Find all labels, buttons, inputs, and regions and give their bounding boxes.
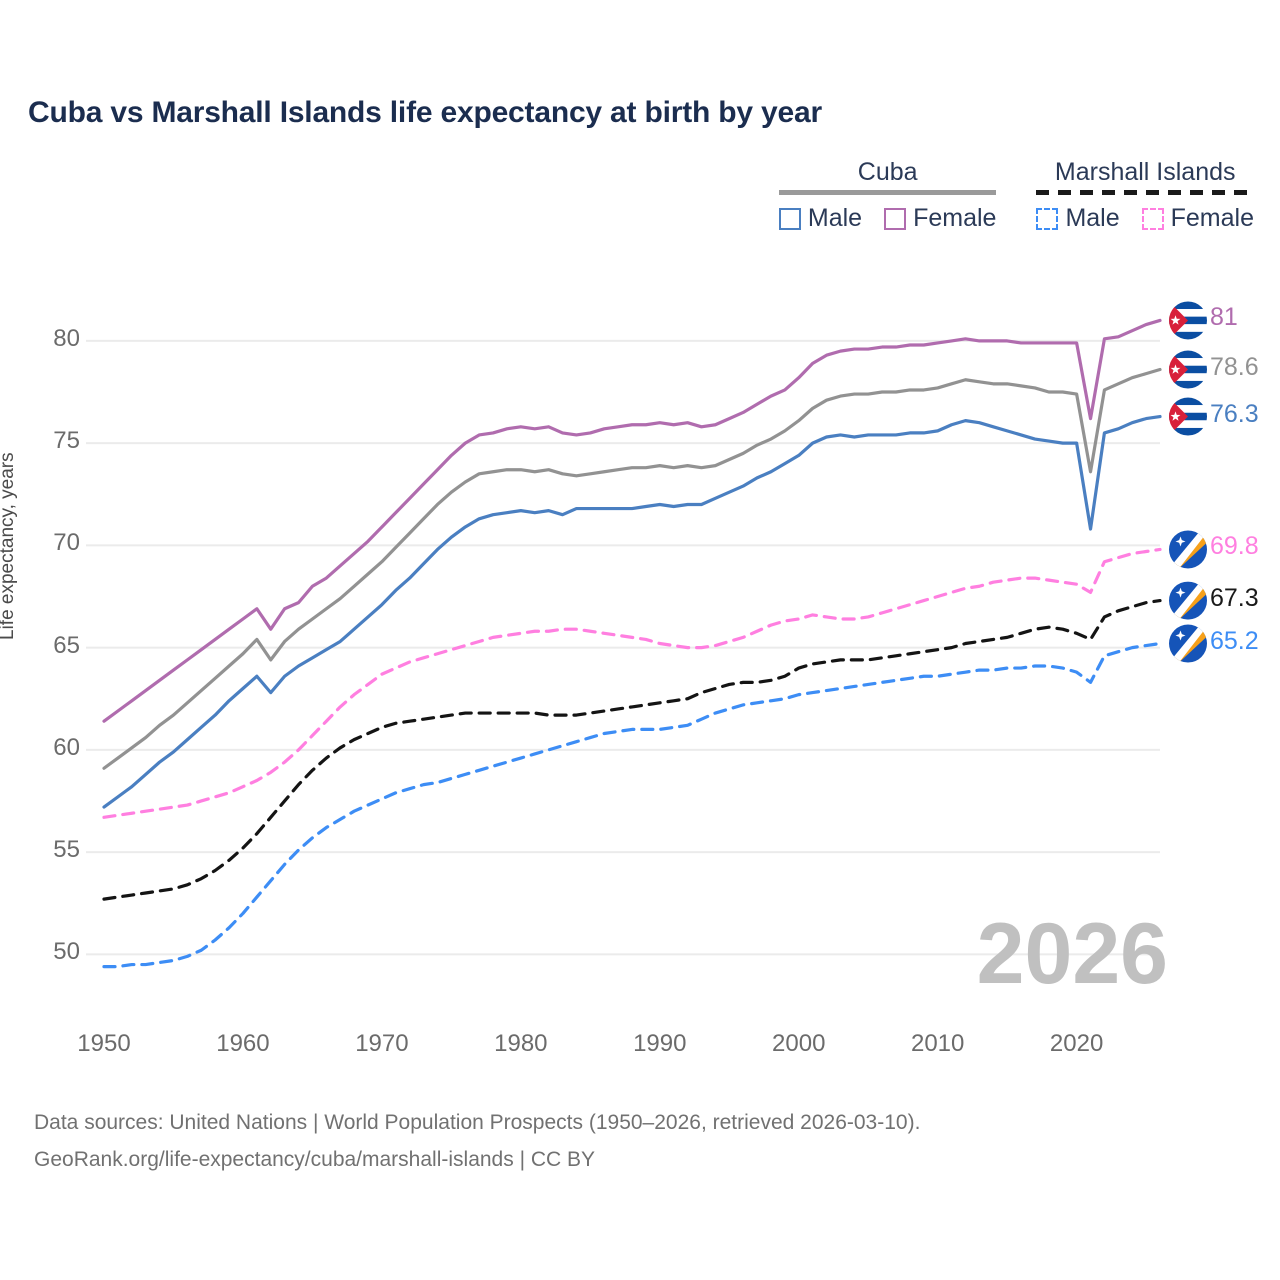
series-end-value: 67.3: [1210, 583, 1259, 612]
legend-rule-marshall-islands: [1036, 190, 1254, 195]
legend-item-marshall-male[interactable]: Male: [1036, 204, 1120, 233]
legend-label-marshall-male: Male: [1065, 204, 1120, 232]
y-axis-tick-label: 50: [53, 938, 80, 966]
legend-group-title-cuba: Cuba: [857, 158, 918, 186]
x-axis-tick-label: 1980: [494, 1030, 548, 1057]
gridlines: [86, 339, 1160, 956]
series-line: [102, 414, 1162, 809]
cuba-flag-icon: [1169, 301, 1207, 340]
series-end-value: 65.2: [1210, 626, 1259, 655]
legend-swatch-cuba-female: [884, 207, 907, 230]
x-axis-tick-label: 2020: [1049, 1030, 1104, 1057]
x-axis-tick-label: 2010: [910, 1030, 965, 1057]
series-end-value: 69.8: [1210, 532, 1259, 561]
x-axis-tick-label: 2000: [772, 1030, 826, 1057]
footer-line-2: GeoRank.org/life-expectancy/cuba/marshal…: [34, 1147, 596, 1171]
year-watermark: 2026: [976, 906, 1168, 1002]
line-chart: [86, 301, 1207, 969]
legend-swatch-cuba-male: [778, 207, 801, 230]
legend-label-cuba-female: Female: [913, 204, 997, 232]
y-axis-tick-label: 60: [53, 733, 80, 761]
legend-item-cuba-male[interactable]: Male: [778, 204, 863, 233]
series-end-value: 81: [1210, 303, 1238, 332]
legend-swatch-marshall-female: [1141, 207, 1164, 230]
legend-swatch-marshall-male: [1036, 207, 1059, 230]
legend-rule-cuba: [778, 190, 997, 195]
y-axis-tick-label: 65: [53, 631, 80, 659]
marshall-islands-flag-icon: [1169, 530, 1207, 569]
y-axis-title: Life expectancy, years: [0, 452, 18, 640]
chart-legend: Cuba Male Female Marshall Islands Male: [0, 160, 1254, 233]
legend-item-marshall-female[interactable]: Female: [1141, 204, 1254, 233]
x-axis-tick-label: 1950: [77, 1030, 131, 1057]
legend-label-cuba-male: Male: [807, 204, 863, 232]
series-end-value: 76.3: [1210, 399, 1259, 428]
series-end-value: 78.6: [1210, 352, 1259, 381]
x-axis-tick-label: 1960: [216, 1030, 270, 1057]
series-line: [102, 547, 1162, 819]
footer: Data sources: United Nations | World Pop…: [34, 1105, 920, 1179]
cuba-flag-icon: [1169, 350, 1207, 389]
cuba-flag-icon: [1169, 397, 1207, 436]
y-axis-tick-label: 70: [53, 529, 80, 557]
legend-group-title-marshall-islands: Marshall Islands: [1054, 158, 1236, 186]
y-axis-tick-label: 55: [53, 836, 80, 864]
legend-group-marshall-islands: Marshall Islands Male Female: [1036, 160, 1254, 233]
y-axis-tick-label: 80: [53, 324, 80, 352]
series-line: [102, 318, 1162, 723]
y-axis-tick-label: 75: [53, 427, 80, 455]
legend-item-cuba-female[interactable]: Female: [884, 204, 996, 233]
marshall-islands-flag-icon: [1169, 624, 1207, 663]
series-line: [102, 641, 1162, 969]
legend-label-marshall-female: Female: [1170, 204, 1254, 232]
marshall-islands-flag-icon: [1169, 581, 1207, 620]
footer-line-1: Data sources: United Nations | World Pop…: [34, 1111, 921, 1134]
series-line: [102, 598, 1162, 901]
series-line: [102, 367, 1162, 770]
legend-group-cuba: Cuba Male Female: [778, 158, 997, 233]
page-title: Cuba vs Marshall Islands life expectancy…: [28, 96, 822, 129]
series-lines: [102, 301, 1207, 969]
x-axis-tick-label: 1970: [355, 1030, 409, 1057]
x-axis-tick-label: 1990: [633, 1030, 687, 1057]
